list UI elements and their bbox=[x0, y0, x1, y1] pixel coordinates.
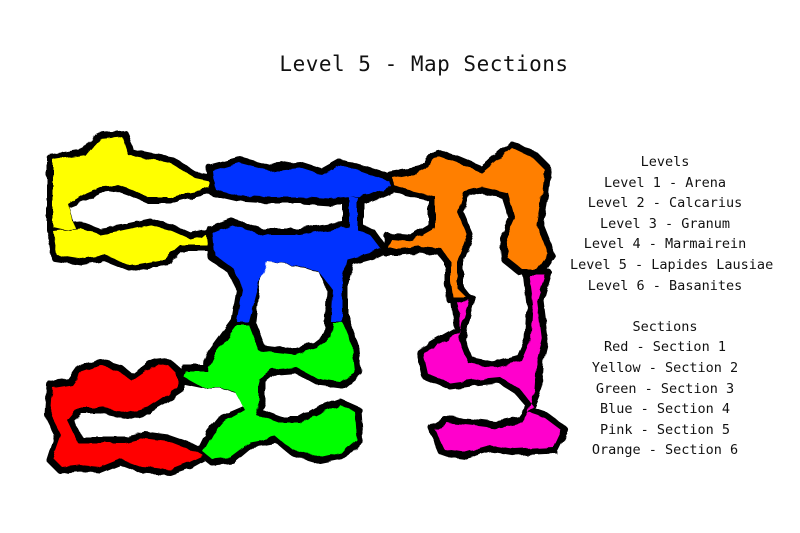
level-item: Level 3 - Granum bbox=[599, 215, 731, 232]
section-item: Orange - Section 6 bbox=[591, 442, 739, 459]
map-title: Level 5 - Map Sections bbox=[279, 52, 569, 76]
section-item: Red - Section 1 bbox=[604, 339, 726, 356]
levels-block: Levels Level 1 - Arena Level 2 - Calcari… bbox=[570, 152, 774, 296]
level-item: Level 2 - Calcarius bbox=[587, 195, 743, 212]
section-item: Blue - Section 4 bbox=[599, 401, 731, 418]
section-item: Green - Section 3 bbox=[595, 380, 735, 397]
sections-heading: Sections bbox=[632, 318, 698, 335]
level-item: Level 4 - Marmairein bbox=[583, 236, 747, 253]
level-item: Level 1 - Arena bbox=[604, 174, 726, 191]
section-item: Pink - Section 5 bbox=[599, 421, 731, 438]
section-green bbox=[184, 323, 357, 459]
section-yellow bbox=[53, 137, 209, 265]
section-red bbox=[51, 365, 203, 469]
level-item: Level 6 - Basanites bbox=[587, 277, 743, 294]
section-orange bbox=[389, 148, 548, 297]
section-item: Yellow - Section 2 bbox=[591, 359, 739, 376]
section-blue bbox=[213, 163, 391, 322]
map-legend: Levels Level 1 - Arena Level 2 - Calcari… bbox=[570, 152, 774, 482]
level-item: Level 5 - Lapides Lausiae bbox=[570, 256, 774, 273]
map-sections bbox=[51, 137, 561, 469]
levels-heading: Levels bbox=[640, 154, 690, 170]
section-pink bbox=[423, 275, 561, 452]
sections-block: Sections Red - Section 1 Yellow - Sectio… bbox=[570, 317, 760, 461]
